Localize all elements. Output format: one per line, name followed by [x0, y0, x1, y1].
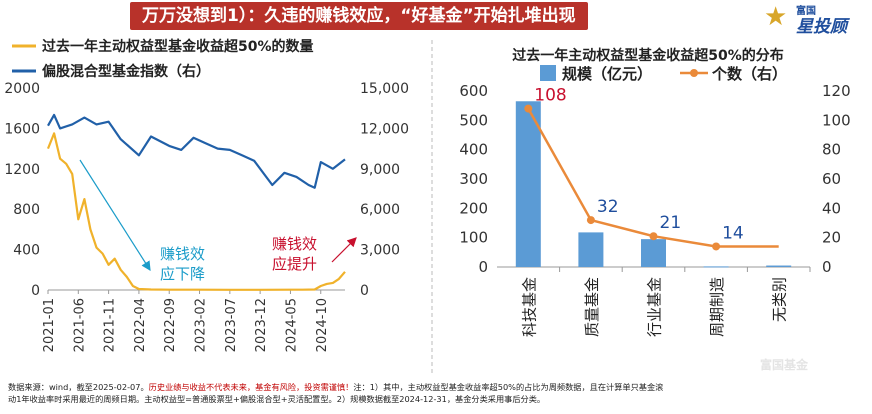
left-x-tick-label: 2022-09: [163, 298, 178, 352]
right-y2-tick-label: 0: [822, 258, 832, 276]
legend-marker-count: [690, 69, 698, 77]
right-y2-tick-label: 40: [822, 199, 841, 217]
left-y-tick-label: 0: [31, 283, 40, 299]
point-count-3: [712, 242, 721, 251]
left-y2-tick-label: 9,000: [360, 162, 400, 178]
data-label-count-3: 14: [722, 223, 744, 243]
right-y-tick-label: 400: [459, 141, 488, 159]
right-y2-tick-label: 20: [822, 229, 841, 247]
header-banner: 万万没想到1）：久违的赚钱效应，“好基金”开始扎堆出现 ★ 富国 星投顾: [0, 0, 872, 37]
left-y-tick-label: 800: [13, 202, 40, 218]
right-y-tick-label: 500: [459, 111, 488, 129]
annotation-rise-line2: 应提升: [272, 255, 317, 273]
category-label: 质量基金: [583, 277, 601, 337]
legend-label-fund-index: 偏股混合型基金指数（右）: [42, 63, 210, 80]
left-x-tick-label: 2021-01: [42, 298, 57, 352]
legend-label-scale: 规模（亿元）: [562, 65, 652, 83]
series-line-fund-count: [46, 132, 346, 291]
right-y2-tick-label: 60: [822, 170, 841, 188]
right-y-tick-label: 0: [478, 258, 488, 276]
star-icon: ★: [764, 2, 788, 32]
data-label-count-2: 21: [660, 213, 682, 233]
left-y2-tick-label: 3,000: [360, 243, 400, 259]
right-y-tick-label: 200: [459, 199, 488, 217]
legend-swatch-scale: [540, 65, 556, 81]
left-x-tick-label: 2023-07: [224, 298, 239, 352]
left-x-tick-label: 2021-06: [72, 298, 87, 352]
left-y2-tick-label: 0: [360, 283, 369, 299]
bar-scale-4: [766, 265, 792, 267]
annotation-arrow-rise: [331, 237, 357, 263]
left-y2-tick-label: 15,000: [360, 81, 409, 97]
left-x-tick-label: 2024-05: [284, 298, 299, 352]
right-y2-tick-label: 120: [822, 82, 851, 100]
series-line-fund-index: [47, 113, 346, 189]
legend-label-fund-count: 过去一年主动权益型基金收益超50%的数量: [42, 38, 314, 55]
brand-logo: ★ 富国 星投顾: [764, 2, 847, 37]
category-label: 科技基金: [520, 277, 538, 337]
left-y-tick-label: 2000: [4, 81, 40, 97]
data-label-count-0: 108: [534, 86, 566, 106]
right-y-tick-label: 600: [459, 82, 488, 100]
right-y2-tick-label: 100: [822, 111, 851, 129]
right-chart-title: 过去一年主动权益型基金收益超50%的分布: [512, 47, 784, 64]
category-label: 行业基金: [646, 277, 664, 337]
bar-scale-2: [641, 239, 666, 267]
legend-label-count: 个数（右）: [711, 65, 787, 83]
left-x-tick-label: 2022-04: [133, 298, 148, 352]
point-count-2: [649, 232, 658, 241]
left-x-tick-label: 2023-12: [254, 298, 269, 352]
annotation-arrow-decline: [79, 159, 151, 272]
bar-scale-3: [703, 266, 729, 268]
point-count-1: [586, 216, 595, 225]
annotation-rise-line1: 赚钱效: [272, 235, 317, 253]
left-y2-tick-label: 12,000: [360, 121, 409, 137]
left-y-tick-label: 400: [13, 243, 40, 259]
left-x-tick-label: 2023-02: [194, 298, 209, 352]
data-label-count-1: 32: [597, 197, 619, 217]
left-x-tick-label: 2021-11: [103, 298, 118, 352]
right-y-tick-label: 300: [459, 170, 488, 188]
watermark: 富国基金: [760, 358, 809, 372]
left-y-tick-label: 1200: [4, 162, 40, 178]
right-y-tick-label: 100: [459, 229, 488, 247]
left-x-tick-label: 2024-10: [315, 298, 330, 352]
category-label: 周期制造: [708, 277, 726, 337]
annotation-decline-line2: 应下降: [160, 265, 205, 283]
category-label: 无类别: [771, 277, 789, 322]
bar-scale-1: [578, 232, 604, 267]
page-title: 万万没想到1）：久违的赚钱效应，“好基金”开始扎堆出现: [130, 2, 588, 30]
point-count-0: [524, 104, 533, 113]
annotation-decline-line1: 赚钱效: [160, 245, 205, 263]
bar-scale-0: [515, 101, 541, 268]
footnote: 数据来源：wind，截至2025-02-07。历史业绩与收益不代表未来，基金有风…: [8, 382, 664, 404]
right-y2-tick-label: 80: [822, 141, 841, 159]
left-y2-tick-label: 6,000: [360, 202, 400, 218]
left-y-tick-label: 1600: [4, 121, 40, 137]
